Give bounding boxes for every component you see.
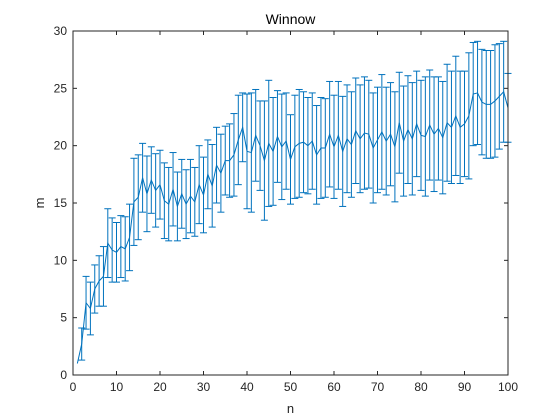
- x-tick-label: 10: [110, 380, 124, 394]
- x-tick-label: 50: [284, 380, 298, 394]
- x-tick-label: 80: [414, 380, 428, 394]
- y-tick-label: 25: [54, 81, 68, 95]
- x-tick-label: 60: [327, 380, 341, 394]
- y-tick-label: 15: [54, 196, 68, 210]
- y-tick-label: 0: [60, 368, 67, 382]
- x-axis: 0 10 20 30 40 50 60 70 80 90 100: [70, 31, 518, 394]
- x-tick-label: 100: [498, 380, 518, 394]
- series-layer: [76, 40, 512, 364]
- chart-title: Winnow: [266, 11, 317, 27]
- x-tick-label: 90: [458, 380, 472, 394]
- y-axis: 0 5 10 15 20 25 30: [54, 24, 508, 382]
- x-tick-label: 70: [371, 380, 385, 394]
- x-tick-label: 30: [197, 380, 211, 394]
- x-axis-label: n: [287, 401, 294, 416]
- x-tick-label: 0: [70, 380, 77, 394]
- series-line: [76, 90, 509, 364]
- x-tick-label: 40: [240, 380, 254, 394]
- y-tick-label: 5: [60, 311, 67, 325]
- x-tick-label: 20: [153, 380, 167, 394]
- y-tick-label: 30: [54, 24, 68, 38]
- y-tick-label: 20: [54, 139, 68, 153]
- y-axis-label: m: [32, 198, 47, 209]
- y-tick-label: 10: [54, 253, 68, 267]
